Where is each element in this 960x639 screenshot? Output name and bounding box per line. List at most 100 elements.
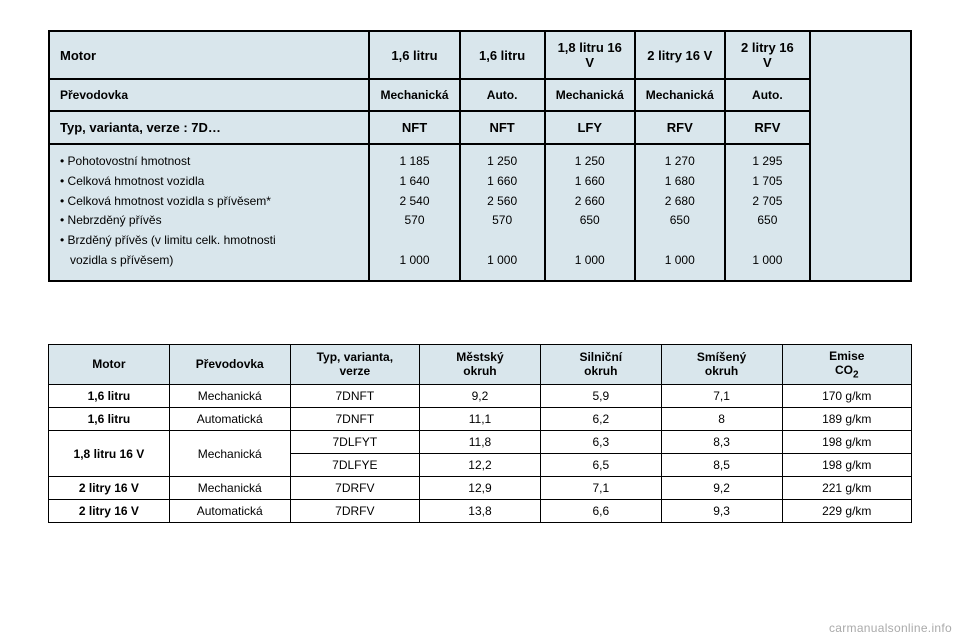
t1-gear-0: Mechanická	[369, 79, 459, 111]
t2-cell: 5,9	[540, 385, 661, 408]
t1-engine-4: 2 litry 16 V	[725, 31, 810, 79]
t1-gear-3: Mechanická	[635, 79, 725, 111]
t1-value: 1 640	[380, 173, 448, 190]
t2-cell: 6,2	[540, 408, 661, 431]
t1-value: 1 000	[646, 252, 714, 269]
t2-cell: 170 g/km	[782, 385, 912, 408]
consumption-table: MotorPřevodovkaTyp, varianta,verzeMěstsk…	[48, 344, 912, 523]
t1-vals-5: 1 295 1 705 2 705 650 1 000	[725, 144, 810, 281]
t1-label-row: Pohotovostní hmotnost	[60, 153, 358, 170]
t2-cell: 8,5	[661, 454, 782, 477]
t1-value: 1 680	[646, 173, 714, 190]
t1-label-row: vozidla s přívěsem)	[60, 252, 358, 269]
t1-value: 2 540	[380, 193, 448, 210]
t2-cell: 7DLFYE	[290, 454, 419, 477]
t1-gear-2: Mechanická	[545, 79, 635, 111]
t1-value: 1 000	[471, 252, 534, 269]
t1-value: 570	[471, 212, 534, 229]
t2-cell: 7,1	[661, 385, 782, 408]
t2-row: 1,8 litru 16 VMechanická7DLFYT11,86,38,3…	[49, 431, 912, 454]
t2-cell: 1,6 litru	[49, 385, 170, 408]
t1-value: 2 560	[471, 193, 534, 210]
t1-engine-1: 1,6 litru	[460, 31, 545, 79]
t1-value: 2 705	[736, 193, 799, 210]
t1-motor-label: Motor	[49, 31, 369, 79]
t2-cell: 9,2	[661, 477, 782, 500]
t2-cell: 7DNFT	[290, 408, 419, 431]
t2-cell: 12,9	[420, 477, 541, 500]
t1-value	[471, 232, 534, 249]
t2-cell: Mechanická	[169, 477, 290, 500]
t2-cell: 229 g/km	[782, 500, 912, 523]
t1-label-row: Brzděný přívěs (v limitu celk. hmotnosti	[60, 232, 358, 249]
t2-row: 2 litry 16 VMechanická7DRFV12,97,19,2221…	[49, 477, 912, 500]
t1-code-3: RFV	[635, 111, 725, 144]
t1-labels-cell: Pohotovostní hmotnost Celková hmotnost vo…	[49, 144, 369, 281]
t2-cell: 7DRFV	[290, 500, 419, 523]
t1-value: 1 000	[736, 252, 799, 269]
t1-value: 1 000	[380, 252, 448, 269]
t1-code-2: LFY	[545, 111, 635, 144]
t2-header: Silničníokruh	[540, 344, 661, 384]
t1-value: 1 000	[556, 252, 624, 269]
t2-cell: 8	[661, 408, 782, 431]
t1-label-row: Celková hmotnost vozidla s přívěsem*	[60, 193, 358, 210]
t1-gear-label: Převodovka	[49, 79, 369, 111]
t1-typ-label: Typ, varianta, verze : 7D…	[49, 111, 369, 144]
t2-cell: 13,8	[420, 500, 541, 523]
t1-value: 1 270	[646, 153, 714, 170]
t1-value: 2 660	[556, 193, 624, 210]
t2-header: EmiseCO2	[782, 344, 912, 384]
t2-cell: 7DLFYT	[290, 431, 419, 454]
t1-label-row: Nebrzděný přívěs	[60, 212, 358, 229]
t2-cell: 221 g/km	[782, 477, 912, 500]
t2-cell: Automatická	[169, 500, 290, 523]
t2-header: Městskýokruh	[420, 344, 541, 384]
t2-cell: 189 g/km	[782, 408, 912, 431]
t2-cell: 198 g/km	[782, 454, 912, 477]
t1-code-4: RFV	[725, 111, 810, 144]
t1-value: 1 185	[380, 153, 448, 170]
t2-row: 2 litry 16 VAutomatická7DRFV13,86,69,322…	[49, 500, 912, 523]
t1-code-0: NFT	[369, 111, 459, 144]
t2-header: Smíšenýokruh	[661, 344, 782, 384]
t1-blank-col	[810, 31, 911, 281]
t2-cell: 7DRFV	[290, 477, 419, 500]
t2-cell: 11,1	[420, 408, 541, 431]
t1-engine-2: 1,8 litru 16 V	[545, 31, 635, 79]
t1-value: 1 295	[736, 153, 799, 170]
t1-engine-3: 2 litry 16 V	[635, 31, 725, 79]
t2-header: Motor	[49, 344, 170, 384]
t2-header: Převodovka	[169, 344, 290, 384]
t1-gear-1: Auto.	[460, 79, 545, 111]
t2-cell: 12,2	[420, 454, 541, 477]
t2-row: 1,6 litruMechanická7DNFT9,25,97,1170 g/k…	[49, 385, 912, 408]
t2-cell: 9,3	[661, 500, 782, 523]
t1-vals-4: 1 2701 6802 680650 1 000	[635, 144, 725, 281]
t1-value: 1 705	[736, 173, 799, 190]
t1-engine-0: 1,6 litru	[369, 31, 459, 79]
t2-header: Typ, varianta,verze	[290, 344, 419, 384]
t2-cell: 2 litry 16 V	[49, 500, 170, 523]
weights-table: Motor 1,6 litru 1,6 litru 1,8 litru 16 V…	[48, 30, 912, 282]
t2-cell: 6,3	[540, 431, 661, 454]
t2-cell: 2 litry 16 V	[49, 477, 170, 500]
t2-cell: 11,8	[420, 431, 541, 454]
t1-value: 570	[380, 212, 448, 229]
t2-cell: 1,8 litru 16 V	[49, 431, 170, 477]
t1-value: 650	[736, 212, 799, 229]
t2-cell: 8,3	[661, 431, 782, 454]
t1-value: 1 660	[471, 173, 534, 190]
t1-value: 1 250	[471, 153, 534, 170]
t1-label-row: Celková hmotnost vozidla	[60, 173, 358, 190]
t1-value: 1 660	[556, 173, 624, 190]
t1-value: 650	[556, 212, 624, 229]
t1-code-1: NFT	[460, 111, 545, 144]
t1-vals-1: 1 185 1 640 2 540 570 1 000	[369, 144, 459, 281]
t2-cell: Mechanická	[169, 431, 290, 477]
t1-value: 2 680	[646, 193, 714, 210]
t1-value	[556, 232, 624, 249]
t1-value	[736, 232, 799, 249]
t2-cell: Automatická	[169, 408, 290, 431]
t2-row: 1,6 litruAutomatická7DNFT11,16,28189 g/k…	[49, 408, 912, 431]
